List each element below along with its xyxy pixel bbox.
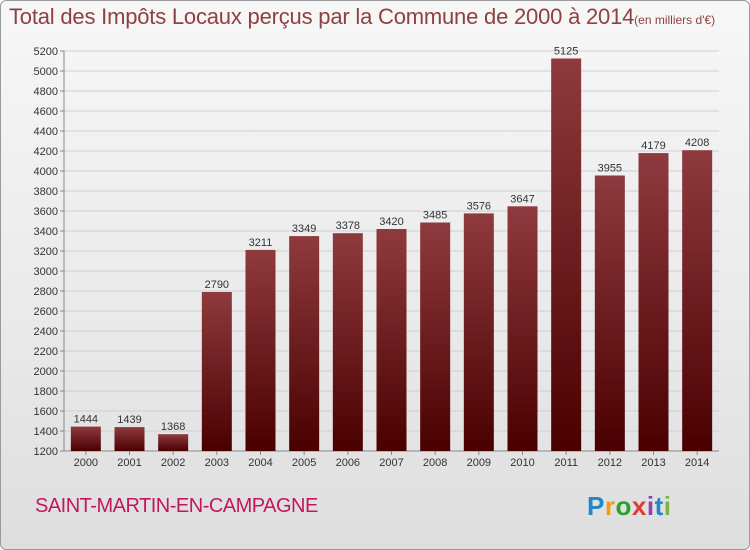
bar-2007	[376, 229, 407, 451]
data-label-2008: 3485	[423, 210, 447, 222]
y-tick-label: 1600	[34, 406, 58, 418]
chart-title-unit: (en milliers d'€)	[634, 13, 716, 27]
bar-2011	[551, 58, 582, 451]
data-label-2004: 3211	[249, 237, 273, 249]
x-tick-label-2013: 2013	[641, 457, 665, 469]
bar-2004	[245, 249, 276, 451]
logo-letter: x	[631, 491, 647, 521]
x-tick-label-2000: 2000	[74, 457, 98, 469]
y-tick-label: 5200	[34, 46, 58, 58]
y-tick-label: 2800	[34, 286, 58, 298]
logo-letter: r	[604, 491, 616, 521]
data-label-2009: 3576	[467, 200, 491, 212]
commune-name: SAINT-MARTIN-EN-CAMPAGNE	[35, 495, 318, 517]
chart-title: Total des Impôts Locaux perçus par la Co…	[9, 4, 715, 30]
logo-letter: P	[587, 491, 605, 521]
bar-2012	[594, 175, 625, 451]
x-tick-label-2012: 2012	[598, 457, 622, 469]
data-label-2011: 5125	[554, 46, 578, 58]
bar-2000	[70, 426, 101, 451]
y-tick-label: 4400	[34, 126, 58, 138]
data-label-2001: 1439	[117, 414, 141, 426]
logo-letter: t	[654, 491, 664, 521]
y-tick-label: 5000	[34, 66, 58, 78]
x-tick-label-2011: 2011	[554, 457, 578, 469]
data-label-2012: 3955	[598, 163, 622, 175]
x-tick-label-2004: 2004	[248, 457, 272, 469]
x-tick-label-2005: 2005	[292, 457, 316, 469]
x-tick-label-2009: 2009	[467, 457, 491, 469]
y-tick-label: 2600	[34, 306, 58, 318]
y-tick-label: 3800	[34, 186, 58, 198]
x-tick-label-2006: 2006	[336, 457, 360, 469]
x-tick-label-2007: 2007	[379, 457, 403, 469]
x-tick-label-2010: 2010	[510, 457, 534, 469]
logo-letter: i	[646, 491, 655, 521]
data-label-2014: 4208	[685, 137, 709, 149]
x-tick-label-2001: 2001	[117, 457, 141, 469]
y-tick-label: 4600	[34, 106, 58, 118]
x-tick-label-2003: 2003	[205, 457, 229, 469]
y-tick-label: 3400	[34, 226, 58, 238]
bar-2008	[420, 222, 451, 451]
data-label-2000: 1444	[74, 414, 98, 426]
bar-2009	[463, 213, 494, 451]
y-tick-label: 2400	[34, 326, 58, 338]
y-tick-label: 1400	[34, 426, 58, 438]
data-label-2005: 3349	[292, 223, 316, 235]
bar-2010	[507, 206, 538, 451]
y-tick-label: 2000	[34, 366, 58, 378]
x-tick-label-2002: 2002	[161, 457, 185, 469]
proxiti-logo[interactable]: Proxiti	[587, 491, 671, 522]
x-tick-label-2014: 2014	[685, 457, 709, 469]
bar-2002	[158, 434, 189, 451]
data-label-2002: 1368	[161, 421, 185, 433]
y-tick-label: 1200	[34, 446, 58, 458]
y-tick-label: 2200	[34, 346, 58, 358]
data-label-2010: 3647	[510, 193, 534, 205]
bar-2003	[201, 292, 232, 451]
bar-2006	[332, 233, 363, 451]
y-tick-label: 4000	[34, 166, 58, 178]
y-tick-label: 1800	[34, 386, 58, 398]
y-tick-label: 4800	[34, 86, 58, 98]
data-label-2003: 2790	[205, 279, 229, 291]
bar-2001	[114, 427, 145, 451]
data-label-2013: 4179	[641, 140, 665, 152]
data-label-2006: 3378	[336, 220, 360, 232]
logo-letter: i	[663, 491, 672, 521]
bar-2013	[638, 153, 669, 451]
y-tick-label: 3600	[34, 206, 58, 218]
y-tick-label: 4200	[34, 146, 58, 158]
bar-2014	[682, 150, 713, 451]
bar-2005	[289, 236, 320, 451]
data-label-2007: 3420	[379, 216, 403, 228]
y-tick-label: 3200	[34, 246, 58, 258]
y-tick-label: 3000	[34, 266, 58, 278]
logo-letter: o	[615, 491, 632, 521]
chart-title-text: Total des Impôts Locaux perçus par la Co…	[9, 4, 635, 29]
x-tick-label-2008: 2008	[423, 457, 447, 469]
